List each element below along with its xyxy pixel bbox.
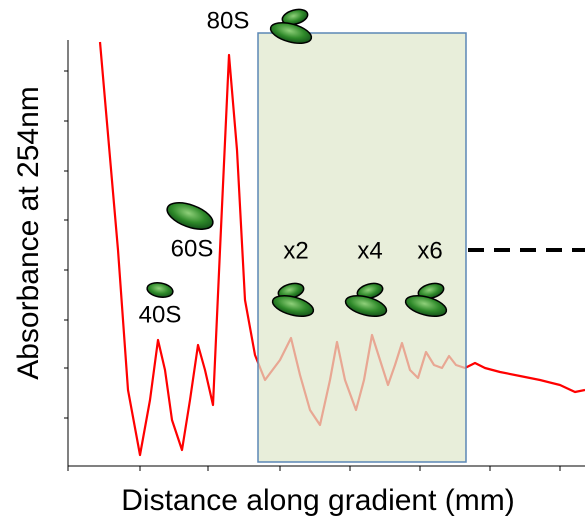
annotation: x2 bbox=[283, 237, 308, 264]
y-axis-label: Absorbance at 254nm bbox=[12, 86, 45, 380]
x-axis-label: Distance along gradient (mm) bbox=[121, 484, 515, 517]
annotation: 60S bbox=[171, 235, 214, 262]
annotation: 80S bbox=[207, 7, 250, 34]
annotation: x4 bbox=[357, 237, 382, 264]
annotation: 40S bbox=[139, 301, 182, 328]
gradient-box bbox=[257, 32, 467, 463]
annotation: x6 bbox=[417, 237, 442, 264]
ribosome-icons bbox=[146, 8, 448, 318]
